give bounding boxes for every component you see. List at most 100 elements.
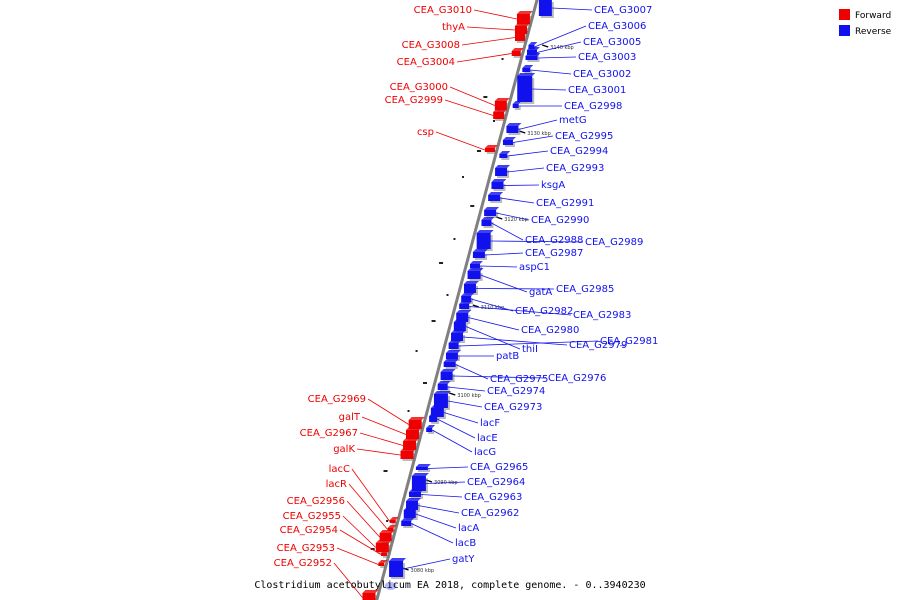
forward-gene-block	[516, 11, 533, 26]
kbp-tick	[449, 392, 456, 396]
forward-leader-line	[466, 26, 516, 31]
forward-leader-line	[348, 483, 388, 530]
reverse-gene-label: CEA_G2987	[525, 248, 583, 259]
spacer-mark	[492, 120, 495, 122]
forward-leader-line	[461, 37, 516, 46]
spacer-mark	[431, 320, 436, 322]
reverse-gene-block	[476, 230, 494, 251]
reverse-gene-label: CEA_G2962	[461, 508, 519, 519]
legend-reverse-swatch	[839, 25, 850, 36]
reverse-gene-label: CEA_G2974	[487, 386, 545, 397]
reverse-gene-block	[433, 391, 451, 410]
reverse-leader-line	[420, 494, 463, 498]
reverse-gene-block	[512, 101, 522, 110]
reverse-gene-label: CEA_G2965	[470, 462, 528, 473]
reverse-leader-line	[518, 119, 558, 130]
reverse-leader-line	[491, 222, 524, 241]
reverse-gene-label: CEA_G3002	[573, 69, 631, 80]
forward-gene-block	[389, 517, 399, 525]
forward-gene-label: lacR	[326, 479, 347, 490]
forward-gene-block	[405, 427, 422, 441]
reverse-gene-label: CEA_G2988	[525, 235, 583, 246]
reverse-leader-line	[402, 558, 451, 570]
forward-gene-label: galT	[339, 412, 361, 423]
forward-leader-line	[356, 448, 401, 456]
forward-leader-line	[339, 529, 382, 555]
forward-gene-label: csp	[417, 127, 434, 138]
forward-leader-line	[359, 432, 404, 446]
reverse-leader-line	[427, 466, 469, 469]
forward-gene-block	[511, 48, 524, 58]
reverse-gene-block	[453, 319, 469, 333]
reverse-gene-block	[459, 301, 473, 311]
kbp-tick-label: 3110 kbp	[481, 305, 505, 311]
reverse-gene-label: CEA_G2991	[536, 198, 594, 209]
kbp-tick	[541, 44, 549, 48]
forward-gene-block	[514, 31, 528, 43]
reverse-leader-line	[537, 56, 577, 59]
forward-leader-line	[333, 562, 363, 598]
spacer-mark	[462, 176, 465, 178]
reverse-gene-label: CEA_G2998	[564, 101, 622, 112]
legend-forward-swatch	[839, 9, 850, 20]
reverse-gene-label: CEA_G3003	[578, 52, 636, 63]
end-marker	[384, 582, 397, 590]
reverse-leader-line	[447, 400, 483, 408]
reverse-gene-label: lacE	[477, 433, 498, 444]
reverse-gene-label: metG	[559, 115, 587, 126]
forward-gene-block	[408, 417, 425, 431]
forward-gene-block	[403, 438, 420, 452]
reverse-leader-line	[484, 252, 524, 256]
reverse-gene-label: CEA_G2985	[556, 284, 614, 295]
forward-leader-line	[342, 515, 377, 548]
reverse-gene-block	[522, 65, 534, 74]
forward-gene-label: CEA_G2999	[385, 95, 443, 106]
spacer-mark	[386, 520, 389, 522]
reverse-gene-label: CEA_G2990	[531, 215, 589, 226]
reverse-gene-block	[415, 464, 431, 472]
forward-gene-label: lacC	[329, 464, 350, 475]
reverse-gene-label: gatA	[529, 287, 552, 298]
reverse-gene-block	[389, 558, 407, 579]
reverse-leader-line	[551, 7, 593, 11]
reverse-gene-label: CEA_G3005	[583, 37, 641, 48]
label-leaders	[333, 7, 599, 598]
reverse-gene-block	[502, 137, 516, 147]
forward-leader-line	[444, 99, 494, 116]
forward-gene-label: CEA_G2954	[280, 525, 338, 536]
reverse-gene-block	[499, 151, 511, 160]
reverse-gene-block	[525, 53, 541, 62]
reverse-leader-line	[507, 167, 545, 173]
reverse-gene-block	[488, 192, 504, 203]
forward-gene-label: CEA_G3010	[414, 5, 472, 16]
kbp-tick-label: 3100 kbp	[457, 393, 481, 399]
forward-gene-label: CEA_G2952	[274, 558, 332, 569]
reverse-gene-block	[467, 268, 484, 281]
reverse-gene-block	[430, 405, 447, 419]
reverse-gene-label: lacA	[458, 523, 479, 534]
spacer-mark	[470, 205, 475, 207]
genome-caption: Clostridium acetobutylicum EA 2018, comp…	[254, 580, 645, 591]
reverse-gene-label: aspC1	[519, 262, 550, 273]
reverse-gene-label: CEA_G2993	[546, 163, 604, 174]
reverse-gene-block	[426, 425, 436, 434]
reverse-gene-label: CEA_G2973	[484, 402, 542, 413]
reverse-gene-block	[517, 73, 536, 104]
spacer-mark	[476, 150, 481, 152]
reverse-gene-label: CEA_G2980	[521, 325, 579, 336]
reverse-gene-label: ksgA	[541, 180, 565, 191]
forward-gene-label: CEA_G2967	[300, 428, 358, 439]
reverse-leader-line	[436, 418, 476, 439]
forward-gene-block	[380, 550, 390, 558]
forward-gene-block	[484, 145, 498, 154]
reverse-gene-label: CEA_G2981	[600, 336, 658, 347]
reverse-leader-line	[532, 88, 567, 91]
forward-gene-block	[493, 109, 508, 121]
reverse-leader-line	[458, 340, 599, 347]
reverse-leader-line	[480, 274, 528, 293]
reverse-gene-block	[538, 0, 554, 18]
reverse-leader-line	[512, 135, 554, 143]
reverse-leader-line	[465, 326, 521, 350]
reverse-leader-line	[534, 25, 587, 48]
reverse-leader-line	[530, 69, 572, 75]
